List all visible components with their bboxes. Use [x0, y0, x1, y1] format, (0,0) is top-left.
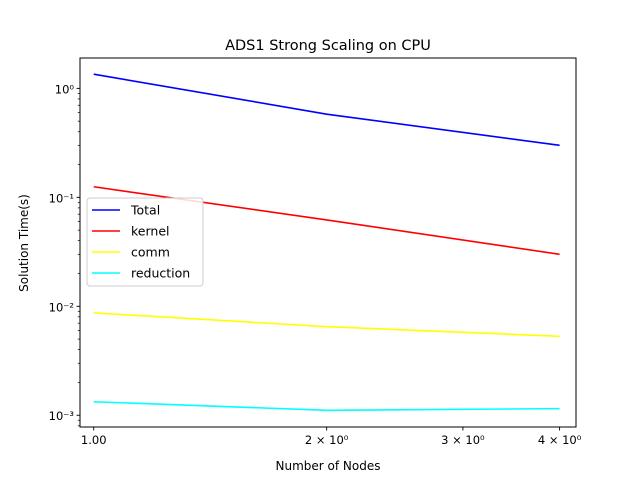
legend-label-comm: comm — [131, 245, 170, 260]
plot-area: 10⁻³ 10⁻² 10⁻¹ 10⁰ 1.00 2 × 10⁰ 3 × 10⁰ 4 × 10⁰… — [49, 57, 582, 447]
chart-title: ADS1 Strong Scaling on CPU — [225, 38, 431, 54]
y-tick-label: 10⁻¹ — [49, 191, 74, 205]
series-line-Total — [93, 73, 560, 147]
series-line-comm — [93, 312, 560, 338]
y-axis-label: Solution Time(s) — [17, 194, 31, 292]
legend-label-reduction: reduction — [131, 266, 190, 281]
y-tick-label: 10⁻² — [49, 300, 74, 314]
x-tick-label: 4 × 10⁰ — [538, 433, 582, 447]
x-tick-label: 3 × 10⁰ — [441, 433, 485, 447]
x-tick-label: 1.00 — [81, 433, 107, 447]
legend-box — [86, 197, 204, 287]
legend-label-kernel: kernel — [131, 224, 170, 239]
series-line-reduction — [93, 400, 560, 412]
y-tick-label: 10⁻³ — [49, 409, 75, 423]
axes-frame — [79, 57, 577, 428]
y-tick-label: 10⁰ — [55, 82, 75, 96]
x-tick-label: 2 × 10⁰ — [305, 433, 349, 447]
legend-label-Total: Total — [130, 203, 160, 218]
x-axis-label: Number of Nodes — [276, 459, 381, 473]
